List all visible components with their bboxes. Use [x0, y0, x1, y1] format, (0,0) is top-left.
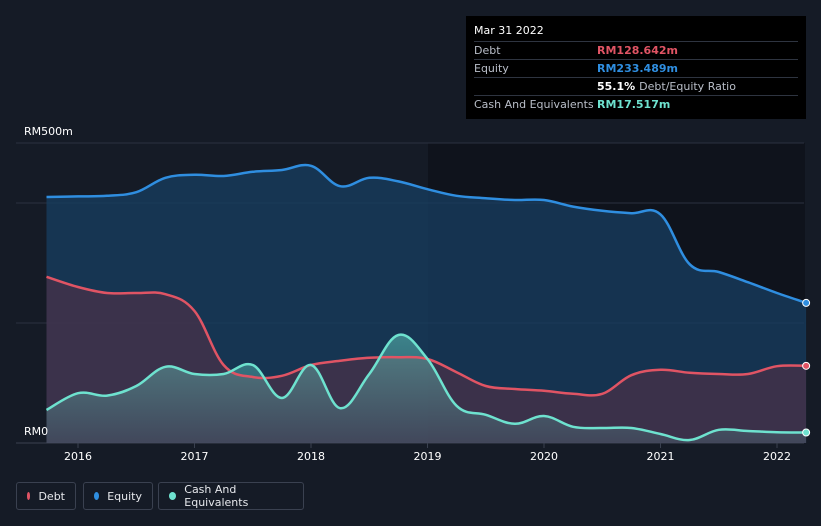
- tooltip-row-equity: Equity RM233.489m: [474, 59, 798, 77]
- cash-end-marker: [802, 428, 811, 437]
- tooltip-row-debt: Debt RM128.642m: [474, 41, 798, 59]
- tooltip-equity-value: RM233.489m: [597, 62, 678, 75]
- legend-item-debt[interactable]: Debt: [16, 482, 76, 510]
- legend-cash-label: Cash And Equivalents: [184, 483, 249, 509]
- x-tick-label: 2021: [647, 450, 675, 463]
- x-tick-label: 2018: [297, 450, 325, 463]
- tooltip-row-ratio: 55.1% Debt/Equity Ratio: [474, 77, 798, 95]
- legend-item-cash[interactable]: Cash And Equivalents: [158, 482, 304, 510]
- tooltip-debt-label: Debt: [474, 44, 501, 57]
- x-tick-label: 2022: [763, 450, 791, 463]
- cash-area: [46, 334, 807, 443]
- x-tick-label: 2020: [530, 450, 558, 463]
- cash-legend-dot-icon: [169, 492, 177, 500]
- end-markers: [802, 298, 811, 437]
- tooltip-debt-value: RM128.642m: [597, 44, 678, 57]
- equity-legend-dot-icon: [94, 492, 100, 500]
- x-tick-label: 2019: [414, 450, 442, 463]
- tooltip-cash-label: Cash And Equivalents: [474, 98, 594, 111]
- x-tick-label: 2016: [64, 450, 92, 463]
- x-axis-ticks: 2016 2017 2018 2019 2020 2021 2022: [64, 443, 791, 463]
- tooltip-date: Mar 31 2022: [474, 24, 544, 37]
- tooltip-ratio-value: 55.1%: [597, 80, 636, 93]
- debt-end-marker: [802, 361, 811, 370]
- legend-item-equity[interactable]: Equity: [83, 482, 153, 510]
- tooltip-equity-label: Equity: [474, 62, 509, 75]
- tooltip-row-cash: Cash And Equivalents RM17.517m: [474, 95, 798, 113]
- equity-line: [46, 163, 807, 305]
- y-axis-top-label: RM500m: [24, 125, 73, 138]
- equity-end-marker: [802, 298, 811, 307]
- tooltip-ratio-label: Debt/Equity Ratio: [639, 80, 736, 93]
- y-axis-bottom-label: RM0: [24, 425, 48, 438]
- cash-line: [45, 333, 807, 442]
- tooltip-cash-value: RM17.517m: [597, 98, 671, 111]
- legend-debt-label: Debt: [38, 489, 65, 503]
- x-tick-label: 2017: [181, 450, 209, 463]
- tooltip-panel: Mar 31 2022 Debt RM128.642m Equity RM233…: [466, 16, 806, 119]
- legend-equity-label: Equity: [107, 489, 142, 503]
- debt-legend-dot-icon: [27, 492, 31, 500]
